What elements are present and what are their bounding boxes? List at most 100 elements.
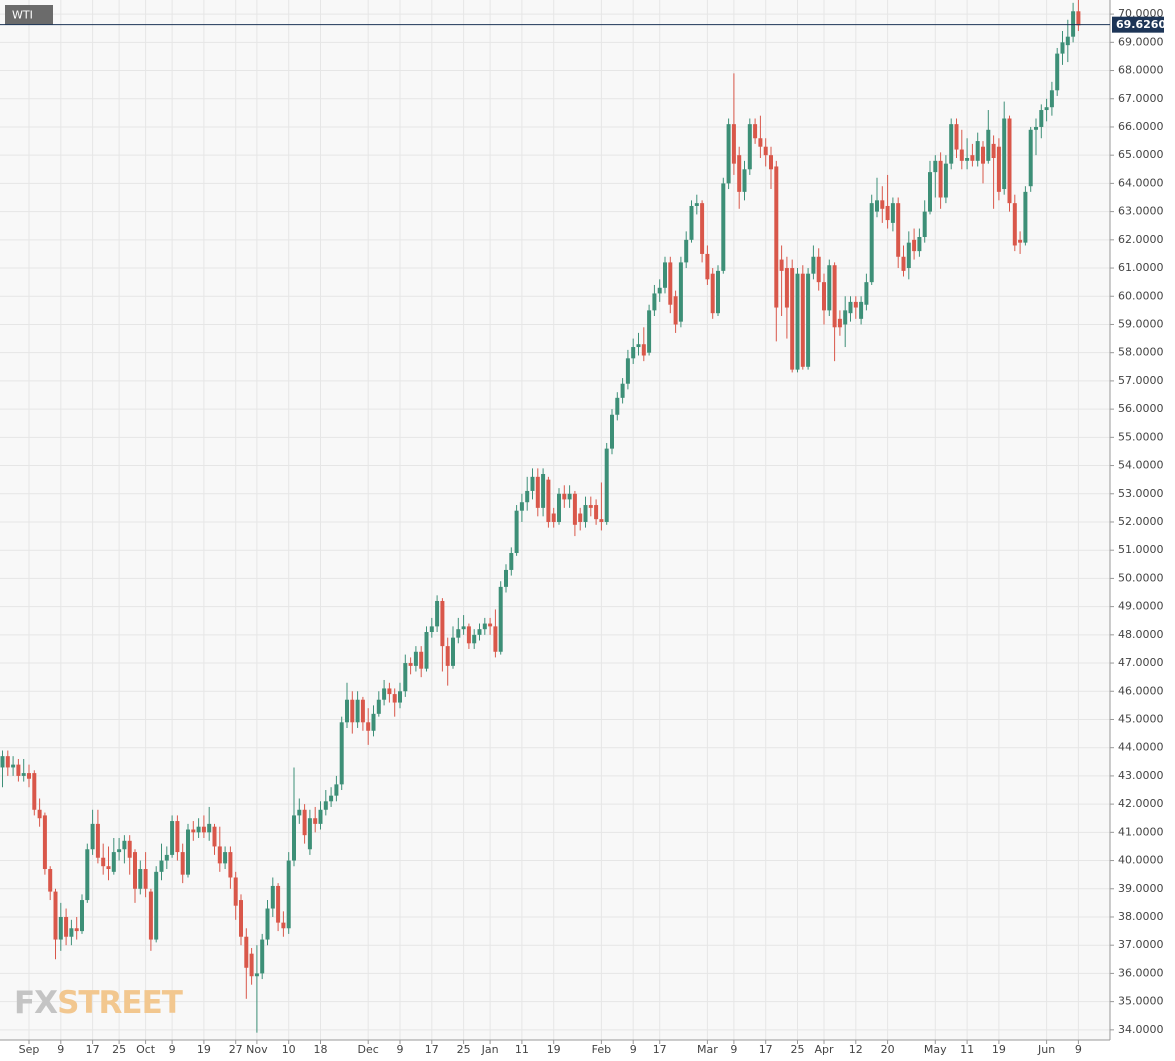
x-tick-label: May (924, 1043, 947, 1056)
candle-body (949, 124, 954, 164)
last-price-box (1112, 16, 1164, 33)
candle-body (954, 124, 959, 150)
candle-body (58, 916, 63, 940)
candle-body (127, 840, 132, 858)
x-tick-label: 18 (314, 1043, 328, 1056)
candle-body (975, 141, 980, 161)
candle-body (53, 891, 58, 940)
candle-body (779, 259, 784, 271)
candle-body (143, 869, 148, 889)
candle-body (610, 414, 614, 449)
candle-body (461, 626, 466, 630)
candle-body (122, 840, 127, 850)
candle-body (922, 211, 927, 238)
candle-body (270, 885, 275, 909)
candle-body (451, 637, 455, 666)
logo-street: STREET (57, 985, 183, 1021)
candle-body (885, 205, 890, 221)
y-tick-label: 46.0000 (1118, 684, 1164, 697)
candle-body (848, 301, 853, 314)
candle-body (721, 183, 726, 271)
candle-body (546, 479, 551, 522)
candle-body (175, 821, 180, 853)
candle-body (784, 268, 789, 308)
candle-body (843, 310, 848, 325)
candle-body (896, 203, 901, 257)
y-tick-label: 57.0000 (1118, 374, 1164, 387)
candle-body (196, 826, 201, 833)
candle-body (101, 857, 106, 867)
candle-body (822, 282, 826, 311)
y-tick-label: 66.0000 (1118, 120, 1164, 133)
candle-body (1007, 118, 1012, 204)
x-tick-label: 27 (229, 1043, 243, 1056)
candle-body (753, 124, 758, 139)
candle-body (689, 205, 694, 240)
candle-body (1071, 11, 1076, 37)
candle-body (965, 158, 970, 161)
y-tick-label: 60.0000 (1118, 289, 1164, 302)
candle-body (869, 203, 874, 283)
candle-body (827, 265, 832, 311)
candle-body (313, 818, 318, 824)
x-tick-label: 25 (112, 1043, 126, 1056)
candle-body (424, 632, 429, 669)
candle-body (1055, 53, 1060, 91)
candle-body (154, 871, 159, 940)
candle-body (578, 513, 583, 522)
y-tick-label: 43.0000 (1118, 769, 1164, 782)
candle-body (482, 623, 487, 630)
y-tick-label: 53.0000 (1118, 487, 1164, 500)
candle-body (901, 256, 906, 271)
y-tick-label: 65.0000 (1118, 148, 1164, 161)
candle-body (938, 160, 943, 198)
y-tick-label: 48.0000 (1118, 628, 1164, 641)
y-tick-label: 45.0000 (1118, 712, 1164, 725)
candle-body (212, 826, 217, 847)
candle-body (790, 268, 795, 370)
candle-body (366, 722, 371, 731)
candle-body (1002, 118, 1007, 190)
candle-body (864, 282, 869, 305)
x-tick-label: 19 (197, 1043, 211, 1056)
candle-body (535, 476, 540, 508)
candle-body (875, 200, 879, 212)
candle-body (90, 823, 95, 850)
candle-body (594, 505, 599, 520)
candle-body (588, 505, 593, 508)
candle-body (800, 273, 805, 367)
candle-body (217, 846, 222, 864)
candle-body (445, 646, 450, 666)
candle-body (742, 169, 747, 192)
candle-body (334, 784, 339, 796)
candle-body (260, 939, 265, 974)
candle-body (986, 129, 991, 161)
candle-body (21, 773, 26, 776)
candle-body (837, 318, 842, 328)
x-tick-label: 25 (791, 1043, 805, 1056)
candle-body (37, 809, 42, 819)
candle-body (747, 124, 752, 170)
candle-body (493, 626, 498, 652)
candle-body (668, 262, 673, 305)
candle-body (207, 823, 212, 833)
candle-body (1039, 110, 1044, 127)
candle-body (933, 160, 938, 173)
candle-body (970, 155, 975, 161)
last-price-label: 69.6260 (1116, 18, 1166, 31)
candle-body (403, 663, 408, 692)
candle-body (286, 860, 291, 929)
candle-body (429, 626, 434, 633)
candle-body (440, 600, 445, 647)
candle-body (233, 877, 238, 906)
y-tick-label: 51.0000 (1118, 543, 1164, 556)
y-tick-label: 63.0000 (1118, 205, 1164, 218)
x-tick-label: Apr (814, 1043, 834, 1056)
x-tick-label: 20 (881, 1043, 895, 1056)
candle-body (302, 809, 307, 836)
candle-body (996, 146, 1001, 192)
candle-body (519, 502, 524, 511)
candle-body (329, 795, 334, 802)
x-tick-label: 10 (282, 1043, 296, 1056)
